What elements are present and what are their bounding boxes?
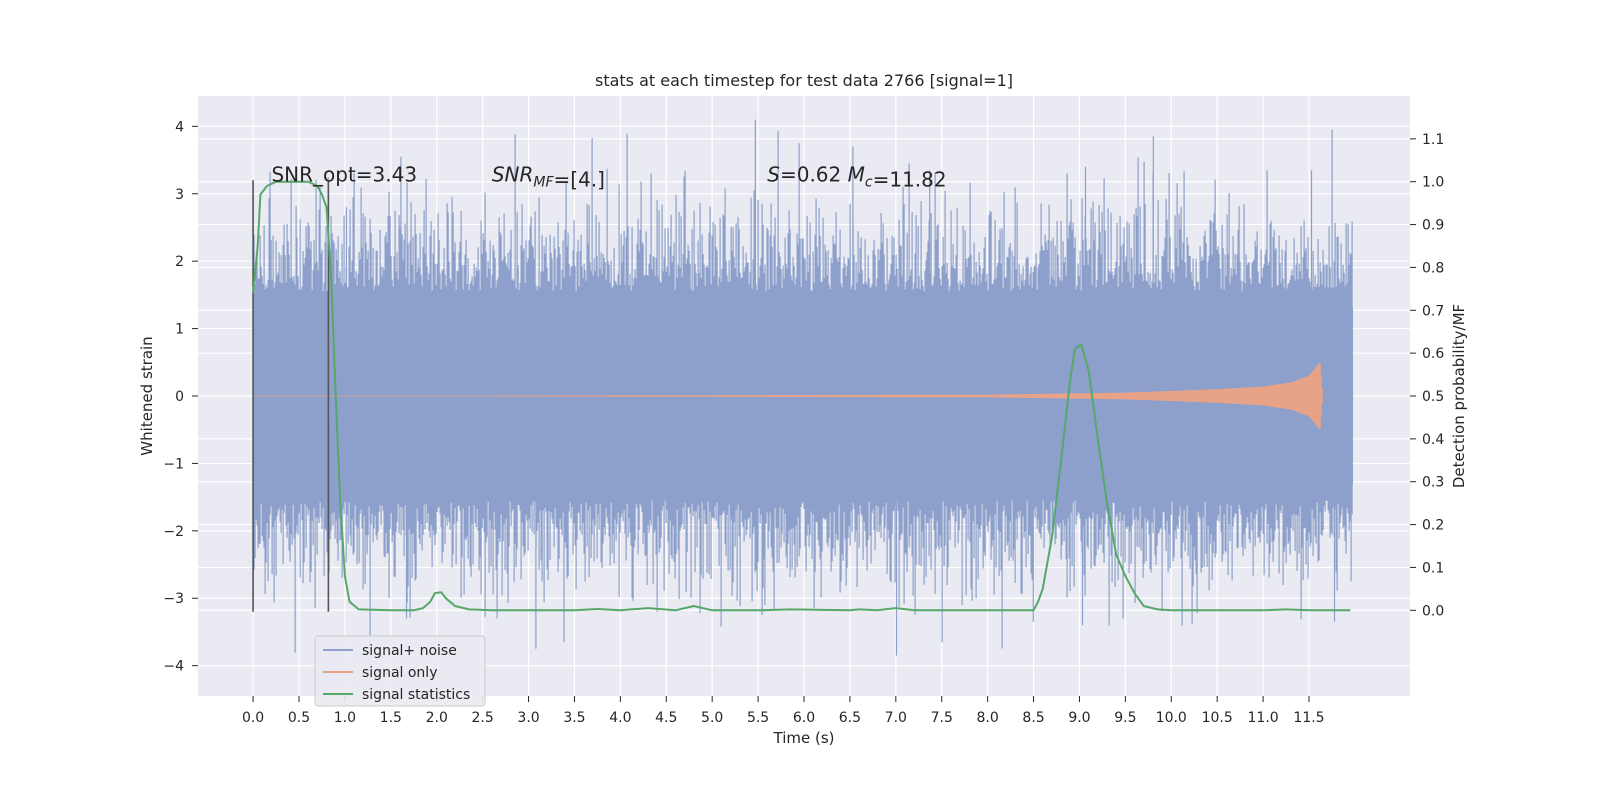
y-left-tick-label: 1 — [175, 322, 184, 338]
x-tick-label: 9.0 — [1068, 710, 1090, 726]
y-left-axis-ticks: −4 −3 −2 −1 0 1 2 3 4 — [163, 119, 198, 675]
x-tick-label: 11.0 — [1248, 710, 1279, 726]
y-right-tick-label: 1.1 — [1422, 132, 1444, 148]
y-right-axis-label: Detection probability/MF — [1450, 304, 1468, 488]
x-tick-label: 10.0 — [1156, 710, 1187, 726]
y-left-tick-label: −1 — [163, 456, 184, 472]
y-left-tick-label: 3 — [175, 187, 184, 203]
x-tick-label: 10.5 — [1202, 710, 1233, 726]
y-left-axis-label: Whitened strain — [138, 336, 156, 455]
legend-box — [314, 635, 486, 707]
x-tick-label: 0.0 — [242, 710, 264, 726]
y-left-tick-label: −4 — [163, 659, 184, 675]
y-right-tick-label: 0.5 — [1422, 389, 1444, 405]
legend-label: signal only — [362, 665, 437, 681]
x-tick-label: 6.0 — [793, 710, 815, 726]
y-right-tick-label: 0.2 — [1422, 518, 1444, 534]
y-right-tick-label: 0.9 — [1422, 218, 1444, 234]
y-right-tick-label: 1.0 — [1422, 175, 1444, 191]
x-tick-label: 1.5 — [380, 710, 402, 726]
x-tick-label: 6.5 — [839, 710, 861, 726]
y-right-tick-label: 0.1 — [1422, 560, 1444, 576]
x-tick-label: 4.0 — [609, 710, 631, 726]
x-tick-label: 5.5 — [747, 710, 769, 726]
y-right-tick-label: 0.0 — [1422, 603, 1444, 619]
x-tick-label: 8.0 — [977, 710, 999, 726]
annotation: SNRMF=[4.] — [492, 163, 605, 192]
legend-label: signal statistics — [362, 687, 470, 703]
y-right-tick-label: 0.4 — [1422, 432, 1444, 448]
legend-label: signal+ noise — [362, 643, 457, 659]
y-left-tick-label: −2 — [163, 524, 184, 540]
annotation: SNR_opt=3.43 — [271, 163, 417, 187]
x-tick-label: 1.0 — [334, 710, 356, 726]
statistics-line — [252, 180, 1351, 612]
x-tick-label: 3.5 — [563, 710, 585, 726]
legend: signal+ noise signal only signal statistic… — [314, 635, 486, 707]
x-tick-label: 2.0 — [426, 710, 448, 726]
y-right-axis-ticks: 0.0 0.1 0.2 0.3 0.4 0.5 0.6 0.7 0.8 0.9 1.0 1.1 — [1410, 132, 1444, 619]
chart-title: stats at each timestep for test data 276… — [595, 71, 1013, 90]
x-tick-label: 7.5 — [931, 710, 953, 726]
x-tick-label: 4.5 — [655, 710, 677, 726]
x-tick-label: 7.0 — [885, 710, 907, 726]
y-left-tick-label: −3 — [163, 591, 184, 607]
annotations: SNR_opt=3.43 SNRMF=[4.] S=0.62 Mc=11.82 — [271, 163, 946, 192]
x-tick-label: 5.0 — [701, 710, 723, 726]
x-tick-label: 11.5 — [1293, 710, 1324, 726]
y-right-tick-label: 0.8 — [1422, 260, 1444, 276]
x-tick-label: 3.0 — [517, 710, 539, 726]
y-right-tick-label: 0.7 — [1422, 303, 1444, 319]
y-left-tick-label: 0 — [175, 389, 184, 405]
x-axis-label: Time (s) — [773, 729, 835, 747]
x-tick-label: 0.5 — [288, 710, 310, 726]
x-tick-label: 2.5 — [472, 710, 494, 726]
x-tick-label: 9.5 — [1114, 710, 1136, 726]
x-axis-ticks: 0.0 0.5 1.0 1.5 2.0 2.5 3.0 3.5 4.0 4.5 5.0 5.5 6.0 6… — [242, 696, 1325, 726]
y-left-tick-label: 4 — [175, 119, 184, 135]
annotation: S=0.62 Mc=11.82 — [767, 163, 946, 192]
y-left-tick-label: 2 — [175, 254, 184, 270]
signal-statistics-series — [252, 180, 1351, 612]
x-tick-label: 8.5 — [1022, 710, 1044, 726]
window-markers — [252, 180, 330, 612]
y-right-tick-label: 0.3 — [1422, 475, 1444, 491]
y-right-tick-label: 0.6 — [1422, 346, 1444, 362]
